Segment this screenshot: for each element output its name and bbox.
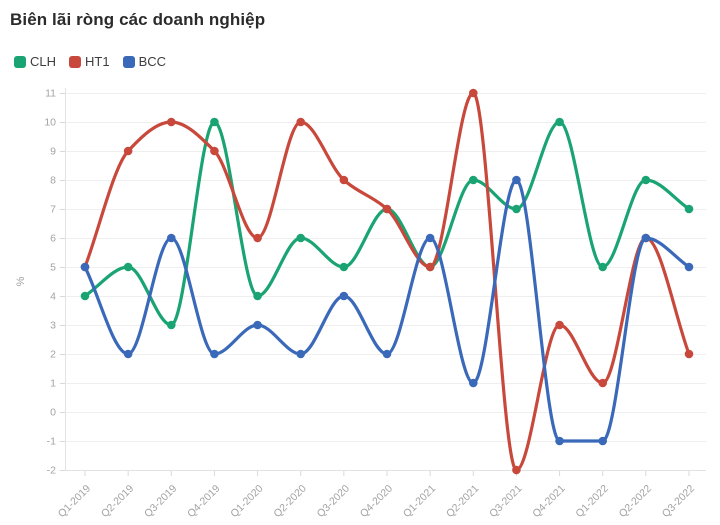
- marker-ht1-Q4-2020: [382, 204, 392, 214]
- legend-swatch-clh: [14, 55, 26, 68]
- legend-label: HT1: [85, 54, 110, 69]
- marker-clh-Q4-2021: [555, 117, 564, 127]
- marker-bcc-Q3-2019: [166, 233, 176, 243]
- legend-label: CLH: [30, 54, 57, 69]
- marker-clh-Q1-2022: [598, 262, 608, 272]
- marker-ht1-Q1-2021: [425, 262, 435, 272]
- y-tick-label-7: 7: [50, 204, 56, 216]
- x-tick-label-Q3-2021: Q3-2021: [487, 483, 524, 520]
- marker-ht1-Q2-2020: [296, 117, 306, 127]
- marker-clh-Q3-2022: [684, 204, 694, 214]
- y-tick-label-6: 6: [50, 233, 56, 245]
- marker-ht1-Q3-2021: [512, 465, 521, 475]
- y-tick-label-8: 8: [50, 175, 56, 187]
- marker-clh-Q2-2019: [123, 262, 133, 272]
- legend-swatch-bcc: [122, 55, 135, 68]
- marker-ht1-Q3-2020: [339, 175, 349, 185]
- y-tick-label-2: 2: [50, 349, 56, 361]
- chart-area: -2 -1 0 1 2 3 4 5 6 7 8 9 10 11 Q1-2019 Q2-2019 Q3-2019 Q…: [0, 80, 720, 520]
- x-tick-label-Q3-2019: Q3-2019: [142, 483, 179, 520]
- marker-bcc-Q4-2020: [382, 349, 392, 359]
- x-tick-label-Q4-2019: Q4-2019: [185, 483, 222, 520]
- series-line-bcc: [83, 178, 691, 443]
- y-tick-label--1: -1: [47, 436, 56, 448]
- marker-bcc-Q2-2022: [641, 233, 651, 243]
- marker-clh-Q2-2020: [296, 233, 306, 243]
- marker-bcc-Q4-2021: [555, 436, 564, 446]
- y-tick-label-10: 10: [44, 117, 56, 129]
- series-line-ht1: [83, 91, 691, 472]
- x-tick-label-Q2-2022: Q2-2022: [617, 483, 654, 520]
- legend-item-clh[interactable]: CLH: [14, 54, 56, 69]
- marker-clh-Q1-2020: [253, 291, 262, 301]
- marker-bcc-Q4-2019: [210, 349, 219, 359]
- x-tick-label-Q3-2020: Q3-2020: [315, 483, 352, 520]
- x-tick-label-Q1-2022: Q1-2022: [573, 483, 610, 520]
- marker-clh-Q2-2021: [468, 175, 478, 185]
- marker-bcc-Q1-2022: [598, 436, 608, 446]
- marker-ht1-Q4-2021: [555, 320, 564, 330]
- marker-ht1-Q3-2022: [684, 349, 694, 359]
- y-tick-label-11: 11: [45, 88, 56, 100]
- marker-clh-Q1-2019: [80, 291, 90, 301]
- x-tick-label-Q3-2022: Q3-2022: [660, 483, 697, 520]
- series-line-clh: [83, 120, 691, 327]
- y-tick-label--2: -2: [47, 465, 56, 477]
- page-title: Biên lãi ròng các doanh nghiệp: [10, 10, 266, 29]
- x-tick-label-Q4-2020: Q4-2020: [358, 483, 395, 520]
- marker-bcc-Q2-2021: [468, 378, 478, 388]
- marker-bcc-Q1-2019: [80, 262, 90, 272]
- marker-ht1-Q3-2019: [166, 117, 176, 127]
- y-tick-label-5: 5: [50, 262, 56, 274]
- x-tick-label-Q2-2020: Q2-2020: [271, 483, 308, 520]
- x-tick-label-Q2-2019: Q2-2019: [99, 483, 136, 520]
- y-tick-label-4: 4: [50, 291, 56, 303]
- marker-bcc-Q1-2021: [425, 233, 435, 243]
- y-tick-label-1: 1: [50, 378, 56, 390]
- marker-bcc-Q3-2020: [339, 291, 349, 301]
- y-tick-label-3: 3: [50, 320, 56, 332]
- marker-bcc-Q2-2020: [296, 349, 306, 359]
- chart-legend: CLH HT1 BCC: [14, 54, 166, 69]
- marker-ht1-Q1-2020: [253, 233, 262, 243]
- marker-ht1-Q1-2022: [598, 378, 608, 388]
- legend-item-ht1[interactable]: HT1: [69, 54, 110, 69]
- marker-bcc-Q1-2020: [253, 320, 262, 330]
- legend-swatch-ht1: [69, 55, 82, 68]
- x-tick-label-Q2-2021: Q2-2021: [444, 483, 481, 520]
- x-tick-label-Q4-2021: Q4-2021: [530, 483, 567, 520]
- x-tick-label-Q1-2021: Q1-2021: [401, 483, 438, 520]
- marker-clh-Q3-2021: [512, 204, 521, 214]
- marker-bcc-Q2-2019: [123, 349, 133, 359]
- marker-bcc-Q3-2022: [684, 262, 694, 272]
- marker-ht1-Q2-2019: [123, 146, 133, 156]
- marker-ht1-Q2-2021: [468, 88, 478, 98]
- marker-clh-Q4-2019: [210, 117, 219, 127]
- y-tick-label-0: 0: [50, 407, 56, 419]
- y-axis-title: %: [15, 276, 27, 286]
- x-tick-label-Q1-2020: Q1-2020: [228, 483, 265, 520]
- legend-item-bcc[interactable]: BCC: [122, 54, 167, 69]
- marker-clh-Q3-2020: [339, 262, 349, 272]
- marker-clh-Q3-2019: [166, 320, 176, 330]
- marker-bcc-Q3-2021: [512, 175, 521, 185]
- y-tick-label-9: 9: [50, 146, 56, 158]
- marker-ht1-Q4-2019: [210, 146, 219, 156]
- legend-label: BCC: [138, 54, 167, 69]
- x-tick-label-Q1-2019: Q1-2019: [56, 483, 93, 520]
- marker-clh-Q2-2022: [641, 175, 651, 185]
